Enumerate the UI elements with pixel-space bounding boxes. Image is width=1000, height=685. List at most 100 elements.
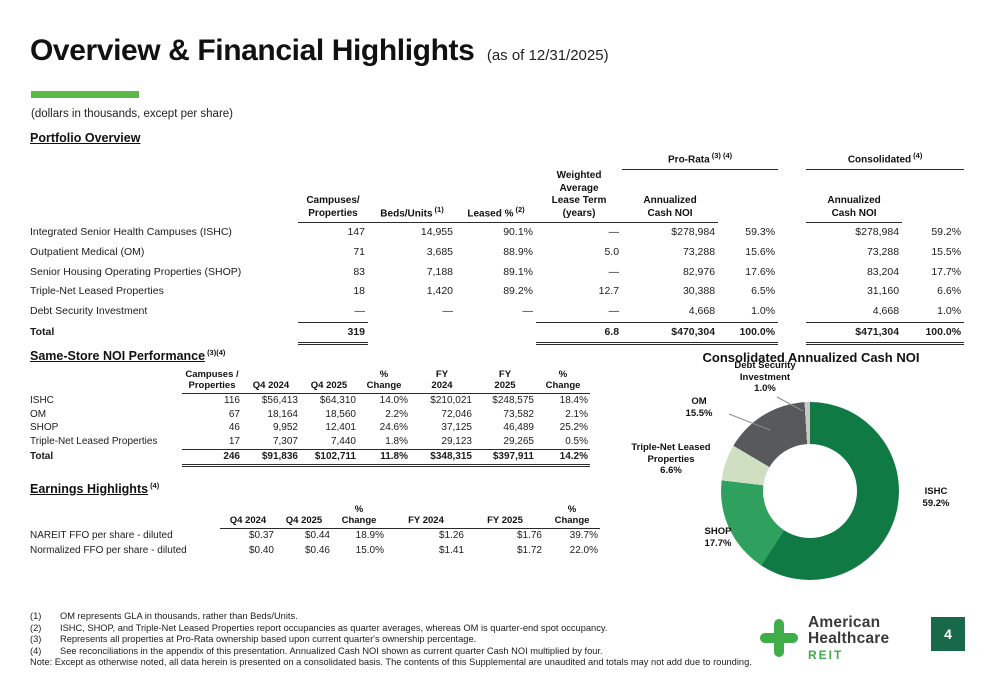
footnote-ref: (3) (4) — [711, 151, 733, 160]
cell: 4,668 — [688, 304, 716, 317]
row-label: Total — [30, 451, 54, 463]
spacer-cell — [368, 322, 456, 344]
cell: $470,304 — [622, 321, 719, 346]
col-header-beds: Beds/Units (1) — [368, 169, 456, 224]
col-header-pct-change: % Change — [544, 503, 600, 529]
col-header-text: Campuses / Properties — [185, 369, 239, 392]
noi-donut-chart: Consolidated Annualized Cash NOI Debt Se… — [625, 350, 997, 610]
cell: $278,984 — [671, 226, 716, 239]
table-row: Triple-Net Leased Properties 18 1,420 89… — [30, 282, 964, 302]
footnote-text: See reconciliations in the appendix of t… — [60, 645, 603, 656]
col-header-text: Annualized Cash NOI — [827, 195, 881, 219]
row-label: Total — [30, 326, 55, 339]
col-header-fy-2024: FY 2024 — [410, 368, 474, 394]
cell: 59.3% — [745, 226, 776, 239]
col-header-fy-2024: FY 2024 — [386, 503, 466, 529]
col-header-text: FY 2024 — [408, 515, 444, 527]
row-label: OM — [30, 408, 47, 420]
col-header-lease-term: Weighted Average Lease Term (years) — [536, 169, 623, 224]
same-store-heading: Same-Store NOI Performance (3)(4) — [30, 348, 225, 363]
cell: 59.2% — [931, 226, 962, 239]
col-header-text: Weighted Average Lease Term (years) — [551, 170, 607, 219]
chart-label-triple-net: Triple-Net Leased Properties 6.6% — [627, 442, 715, 477]
earnings-heading: Earnings Highlights (4) — [30, 481, 159, 496]
cell: 246 — [182, 448, 242, 467]
spacer-cell — [30, 503, 220, 528]
cell: 6.8 — [536, 321, 623, 346]
same-store-table: Campuses / Properties Q4 2024 Q4 2025 % … — [30, 368, 590, 467]
cell: $348,315 — [410, 448, 474, 467]
footnote-number: (2) — [30, 622, 42, 633]
row-label: NAREIT FFO per share - diluted — [30, 530, 173, 542]
table-row: Senior Housing Operating Properties (SHO… — [30, 263, 964, 283]
cell: 319 — [298, 321, 368, 346]
cell: 12.7 — [598, 285, 620, 298]
cell: 17.7% — [931, 265, 962, 278]
col-header-text: % Change — [554, 504, 590, 527]
cell: 14.2% — [536, 448, 590, 467]
cell: 7,440 — [330, 436, 356, 448]
cell: 18,164 — [267, 408, 298, 420]
group-label: Pro-Rata — [668, 154, 710, 166]
col-header-leased: Leased % (2) — [456, 169, 536, 224]
cell: $471,304 — [806, 321, 903, 346]
spacer-cell — [30, 368, 182, 393]
cell: $64,310 — [319, 394, 356, 406]
col-header-text: Leased % — [467, 207, 514, 219]
cell: 82,976 — [682, 265, 716, 278]
portfolio-table: Pro-Rata (3) (4) Consolidated (4) Campuses… — [30, 150, 965, 346]
footnotes: (1) OM represents GLA in thousands, rath… — [30, 611, 752, 669]
company-logo: American Healthcare REIT — [760, 615, 889, 661]
slice-pct: 17.7% — [704, 537, 732, 549]
col-header-text: % Change — [341, 504, 377, 527]
logo-name-line: American — [808, 614, 881, 631]
cell: 18,560 — [325, 408, 356, 420]
page-title: Overview & Financial Highlights (as of 1… — [30, 34, 609, 68]
cell: 29,123 — [441, 436, 472, 448]
col-header-q4-2024: Q4 2024 — [242, 368, 300, 394]
table-row: SHOP 46 9,952 12,401 24.6% 37,125 46,489… — [30, 421, 590, 435]
column-header-row: Campuses / Properties Q4 2024 Q4 2025 % … — [30, 368, 590, 394]
units-note: (dollars in thousands, except per share) — [31, 108, 233, 120]
footnote: (1) OM represents GLA in thousands, rath… — [30, 611, 752, 623]
col-header-pct-change: % Change — [536, 368, 590, 394]
col-header-text: FY 2024 — [431, 369, 453, 392]
accent-bar — [31, 91, 139, 98]
footnote-number: (4) — [30, 645, 42, 656]
leader-line-om — [728, 413, 771, 431]
cell: 12,401 — [325, 422, 356, 434]
cell: 39.7% — [569, 530, 598, 542]
table-row: Debt Security Investment — — — — 4,668 1… — [30, 302, 964, 322]
cell: 15.0% — [355, 545, 384, 557]
col-header-consolidated-noi: Annualized Cash NOI — [806, 169, 903, 224]
cell: 7,188 — [426, 265, 453, 278]
cell: $0.46 — [304, 545, 330, 557]
same-store-table-wrap: Campuses / Properties Q4 2024 Q4 2025 % … — [30, 368, 590, 467]
cell: 83 — [353, 265, 365, 278]
logo-reit-line: REIT — [808, 648, 844, 662]
footnote-ref: (2) — [515, 204, 525, 214]
cell: — — [522, 305, 534, 318]
cell: 6.5% — [751, 285, 776, 298]
footnote-ref: (4) — [913, 151, 923, 160]
col-header-text: Q4 2025 — [285, 515, 323, 527]
chart-label-debt-security-investment: Debt Security Investment 1.0% — [719, 360, 811, 395]
col-header-pct-change: % Change — [332, 503, 386, 529]
cell: 3,685 — [426, 245, 453, 258]
cell: 11.8% — [358, 448, 410, 467]
plus-icon — [760, 619, 798, 657]
total-row: Total 246 $91,836 $102,711 11.8% $348,31… — [30, 448, 590, 467]
cell: 89.2% — [503, 285, 533, 298]
footnote-number: (3) — [30, 634, 42, 645]
cell: $1.72 — [516, 545, 542, 557]
cell: 24.6% — [379, 422, 408, 434]
row-label: Senior Housing Operating Properties (SHO… — [30, 265, 242, 278]
cell: 15.6% — [745, 245, 776, 258]
cell: 0.5% — [565, 436, 588, 448]
cell: 18.4% — [559, 394, 588, 406]
slice-label: ISHC — [924, 486, 948, 497]
cell: $278,984 — [855, 226, 900, 239]
cell: 15.5% — [931, 245, 962, 258]
row-label: Normalized FFO per share - diluted — [30, 545, 187, 557]
col-header-pct-change: % Change — [358, 368, 410, 394]
